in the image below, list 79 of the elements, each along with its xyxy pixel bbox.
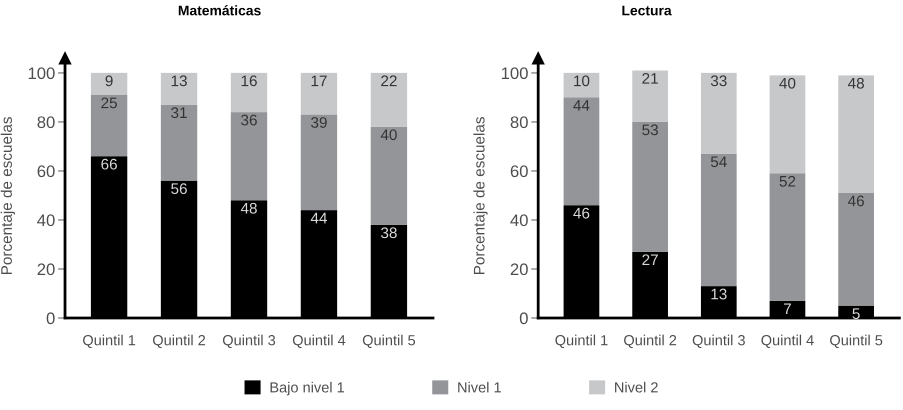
bar xyxy=(160,104,198,181)
x-tick-label: Quintil 4 xyxy=(761,334,814,348)
data-label: 44 xyxy=(310,212,328,224)
bar xyxy=(300,114,338,210)
data-label: 22 xyxy=(381,75,397,86)
y-axis-title: Porcentaje de escuelas xyxy=(0,117,15,274)
bar xyxy=(370,126,408,225)
data-label: 17 xyxy=(312,76,327,86)
data-label: 25 xyxy=(101,97,117,108)
data-label: 66 xyxy=(101,158,117,170)
y-tick-label: 0 xyxy=(46,312,55,324)
data-label: 53 xyxy=(642,124,658,136)
data-label: 38 xyxy=(381,227,397,238)
bar xyxy=(838,193,874,306)
x-tick-label: Quintil 4 xyxy=(292,334,346,348)
y-tick-label: 100 xyxy=(502,67,528,80)
data-label: 7 xyxy=(784,303,791,314)
legend-label: Bajo nivel 1 xyxy=(270,382,344,396)
bar xyxy=(632,122,668,252)
y-tick-label: 20 xyxy=(510,263,528,276)
x-tick-label: Quintil 1 xyxy=(555,334,608,348)
bar xyxy=(770,75,806,174)
y-tick-label: 80 xyxy=(37,116,55,128)
data-label: 54 xyxy=(710,156,727,168)
data-label: 46 xyxy=(573,208,590,219)
bar xyxy=(300,72,338,115)
bar xyxy=(700,72,737,154)
y-tick-label: 60 xyxy=(38,165,55,178)
x-tick-label: Quintil 5 xyxy=(362,334,416,348)
y-axis-title: Porcentaje de escuelas xyxy=(473,117,488,274)
data-label: 40 xyxy=(779,78,796,89)
bar xyxy=(770,173,806,301)
y-tick-label: 80 xyxy=(510,116,528,128)
legend-label: Nivel 1 xyxy=(458,382,501,393)
data-label: 48 xyxy=(240,202,257,214)
data-label: 27 xyxy=(642,254,658,265)
chart-title: Matemáticas xyxy=(178,5,261,16)
data-label: 52 xyxy=(780,176,796,187)
y-tick-label: 0 xyxy=(520,312,528,324)
x-tick-label: Quintil 3 xyxy=(692,334,745,348)
y-tick-label: 100 xyxy=(28,67,55,80)
bar xyxy=(564,72,600,98)
data-label: 39 xyxy=(311,117,327,128)
bar xyxy=(632,70,668,122)
x-tick-label: Quintil 2 xyxy=(624,334,676,348)
data-label: 13 xyxy=(711,288,727,300)
data-label: 36 xyxy=(241,114,257,126)
x-tick-label: Quintil 1 xyxy=(83,334,136,348)
y-tick-label: 40 xyxy=(510,214,528,226)
bar xyxy=(700,154,737,286)
data-label: 33 xyxy=(710,75,727,86)
data-label: 21 xyxy=(642,72,658,84)
bar xyxy=(370,72,408,127)
data-label: 16 xyxy=(242,75,257,86)
bar xyxy=(230,112,268,200)
y-tick-label: 60 xyxy=(510,165,528,178)
data-label: 44 xyxy=(573,100,590,111)
bar xyxy=(90,94,128,156)
bar xyxy=(564,97,600,206)
data-label: 5 xyxy=(852,308,860,320)
chart-title: Lectura xyxy=(622,6,672,16)
legend-label: Nivel 2 xyxy=(615,382,658,393)
data-label: 9 xyxy=(106,75,113,86)
bar xyxy=(230,72,268,112)
data-label: 40 xyxy=(380,129,397,140)
bar xyxy=(838,75,874,194)
x-tick-label: Quintil 2 xyxy=(152,334,206,348)
data-label: 10 xyxy=(574,75,590,86)
data-label: 46 xyxy=(848,195,864,206)
y-tick-label: 20 xyxy=(38,263,55,276)
bar xyxy=(160,72,198,105)
x-tick-label: Quintil 3 xyxy=(222,334,276,348)
data-label: 31 xyxy=(171,107,187,118)
bar xyxy=(90,72,128,95)
y-tick-label: 40 xyxy=(37,214,55,226)
x-tick-label: Quintil 5 xyxy=(830,334,882,348)
data-label: 48 xyxy=(848,78,864,89)
data-label: 13 xyxy=(172,75,187,86)
data-label: 56 xyxy=(171,183,187,194)
